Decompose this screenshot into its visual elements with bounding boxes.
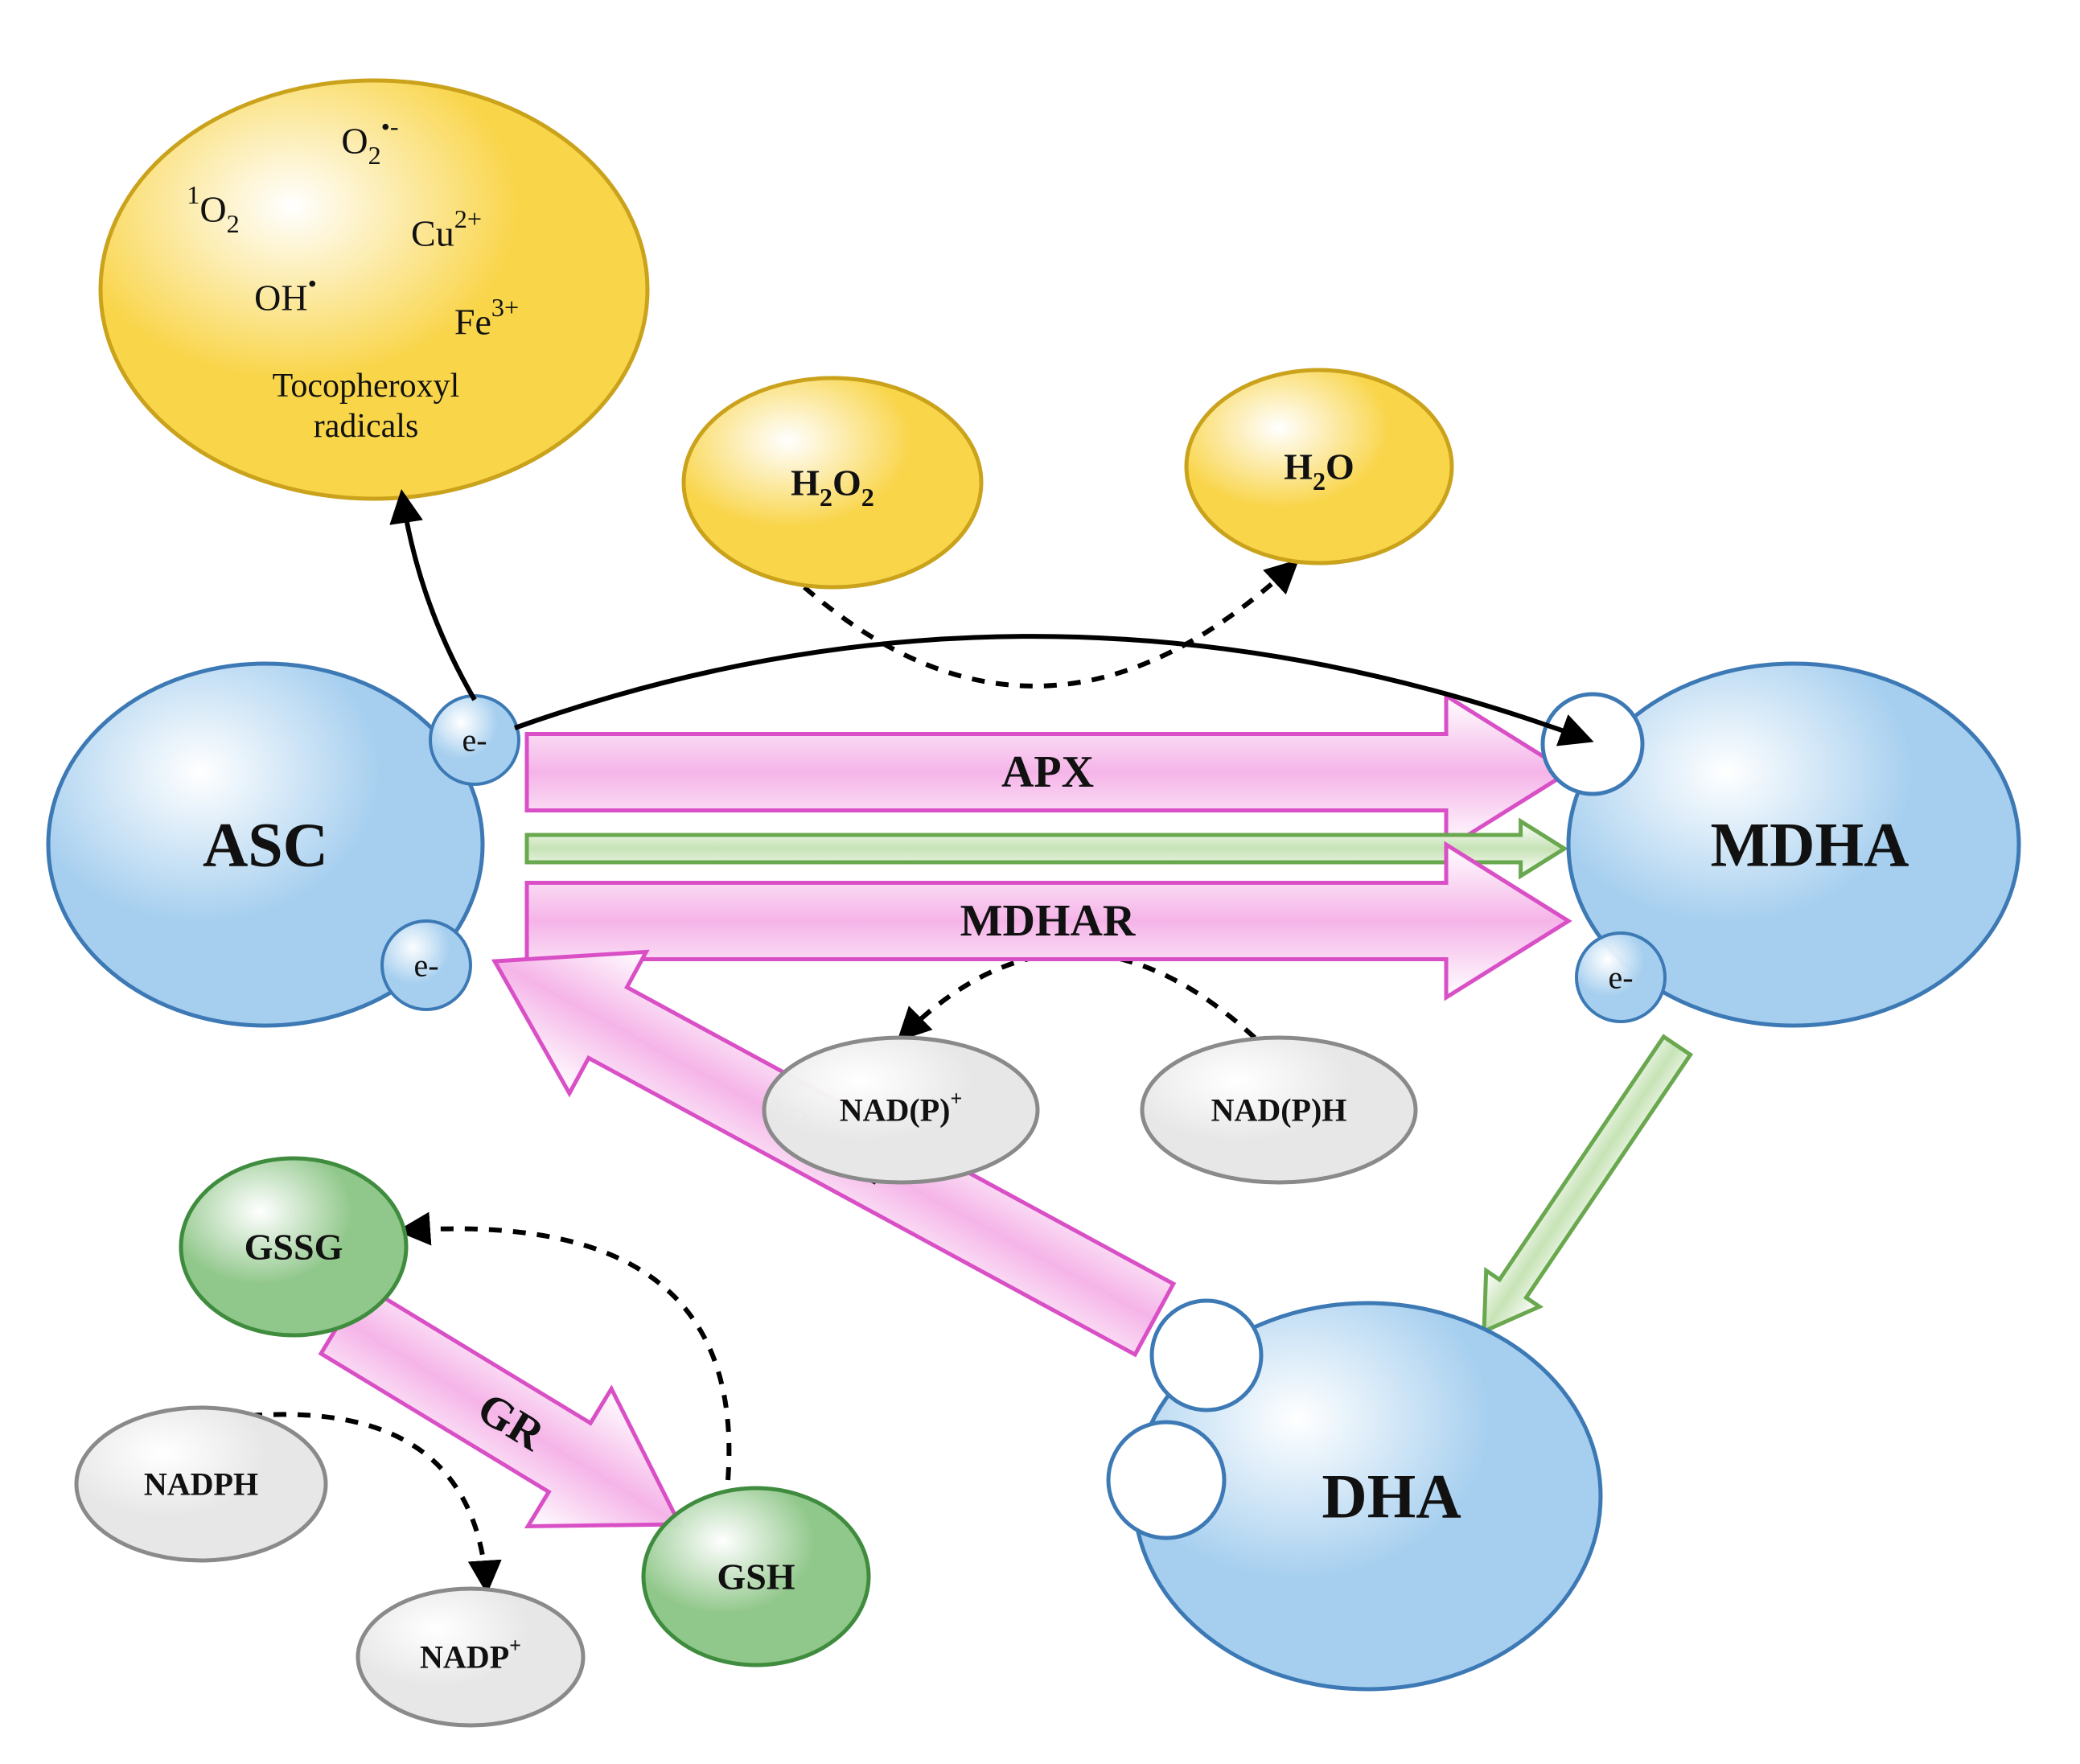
svg-text:Tocopheroxyl: Tocopheroxyl [273, 368, 460, 405]
svg-text:ASC: ASC [203, 810, 328, 880]
svg-text:e-: e- [1608, 960, 1633, 996]
node-nadph-center: NAD(P)H [1142, 1038, 1416, 1182]
svg-text:GSSG: GSSG [245, 1227, 343, 1268]
arrow-nadph-nadp-center [901, 953, 1255, 1038]
electron-asc-bottom: e- [382, 921, 471, 1009]
node-radicals: O2•-1O2Cu2+OH•Fe3+Tocopheroxylradicals [101, 80, 647, 499]
electron-asc-top: e- [430, 696, 519, 784]
arrow-green-mid [527, 821, 1564, 876]
svg-text:MDHA: MDHA [1711, 810, 1909, 880]
svg-text:NADPH: NADPH [144, 1466, 258, 1503]
node-nadph: NADPH [76, 1408, 326, 1560]
node-nadp-center: NAD(P)+ [764, 1038, 1038, 1182]
svg-text:e-: e- [462, 722, 487, 759]
svg-text:NAD(P)H: NAD(P)H [1211, 1092, 1347, 1129]
node-nadp: NADP+ [358, 1589, 583, 1725]
svg-text:radicals: radicals [314, 408, 419, 445]
svg-text:MDHAR: MDHAR [960, 896, 1136, 946]
svg-text:APX: APX [1001, 747, 1094, 797]
electron-mdha: e- [1576, 933, 1665, 1022]
svg-text:NAD(P)+: NAD(P)+ [840, 1087, 963, 1129]
arrow-asc-radicals [402, 495, 475, 700]
svg-text:GSH: GSH [717, 1556, 795, 1597]
svg-text:NADP+: NADP+ [420, 1634, 521, 1676]
arrow-green-mdha-dha [1457, 1028, 1704, 1350]
node-gsh: GSH [643, 1488, 869, 1665]
node-h2o: H2O [1186, 370, 1452, 563]
arrow-mdhar: MDHAR [527, 845, 1568, 997]
arrow-asc-mdha [515, 636, 1589, 740]
node-h2o2: H2O2 [684, 378, 981, 587]
svg-text:DHA: DHA [1322, 1462, 1461, 1532]
node-dha: DHA [1108, 1301, 1601, 1689]
node-gssg: GSSG [181, 1158, 406, 1335]
svg-text:e-: e- [413, 948, 438, 984]
arrow-apx: APX [527, 696, 1568, 849]
